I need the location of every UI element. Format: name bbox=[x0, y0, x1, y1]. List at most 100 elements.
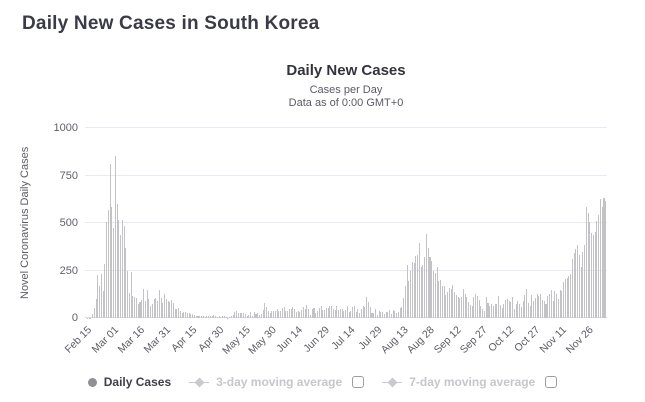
daily-cases-bar bbox=[304, 308, 306, 318]
daily-cases-bar bbox=[274, 310, 276, 318]
daily-cases-bar bbox=[515, 304, 517, 318]
x-tick-label: Nov 26 bbox=[563, 324, 596, 357]
daily-cases-bar bbox=[373, 312, 375, 318]
daily-cases-bar bbox=[369, 306, 371, 318]
daily-cases-bar bbox=[209, 316, 211, 318]
daily-cases-bar bbox=[505, 299, 507, 318]
x-tick-label: Jun 29 bbox=[300, 324, 332, 355]
daily-cases-bar bbox=[241, 312, 243, 318]
daily-cases-bar bbox=[424, 257, 426, 318]
gridline bbox=[85, 127, 607, 128]
legend-item-daily-cases[interactable]: Daily Cases bbox=[87, 375, 172, 389]
gridline bbox=[85, 269, 607, 271]
daily-cases-bar bbox=[338, 309, 340, 318]
daily-cases-bar bbox=[570, 274, 572, 318]
daily-cases-bar bbox=[178, 307, 180, 318]
daily-cases-bar bbox=[406, 265, 408, 318]
daily-cases-bar bbox=[399, 307, 401, 318]
daily-cases-bar bbox=[118, 219, 120, 318]
daily-cases-bar bbox=[269, 312, 271, 318]
daily-cases-bar bbox=[587, 212, 589, 318]
daily-cases-bar bbox=[387, 311, 389, 318]
legend-item-7day-ma[interactable]: 7-day moving average bbox=[382, 375, 558, 389]
daily-cases-bar bbox=[318, 308, 320, 318]
daily-cases-bar bbox=[204, 316, 206, 318]
daily-cases-bar bbox=[153, 299, 155, 318]
daily-cases-bar bbox=[244, 314, 246, 318]
x-tick-label: Mar 01 bbox=[89, 324, 121, 356]
daily-cases-bar bbox=[297, 310, 299, 318]
daily-cases-bar bbox=[273, 311, 275, 318]
daily-cases-bar bbox=[257, 313, 259, 318]
daily-cases-bar bbox=[295, 311, 297, 318]
daily-cases-bar bbox=[341, 309, 343, 318]
daily-cases-bar bbox=[281, 308, 283, 318]
x-tick-label: Sep 27 bbox=[457, 324, 490, 357]
daily-cases-bar bbox=[348, 311, 350, 318]
daily-cases-bar bbox=[246, 315, 248, 318]
daily-cases-bar bbox=[158, 290, 160, 318]
daily-cases-bar bbox=[538, 296, 540, 318]
daily-cases-bar bbox=[355, 311, 357, 318]
daily-cases-bar bbox=[417, 254, 419, 318]
x-tick-label: Aug 13 bbox=[378, 324, 411, 357]
daily-cases-bar bbox=[359, 313, 361, 318]
daily-cases-bar bbox=[262, 310, 264, 318]
daily-cases-bar bbox=[343, 311, 345, 318]
daily-cases-dot-icon bbox=[87, 377, 97, 387]
daily-cases-bar bbox=[508, 300, 510, 318]
daily-cases-bar bbox=[601, 207, 603, 318]
daily-cases-bar bbox=[385, 311, 387, 318]
checkbox-7day-ma[interactable] bbox=[545, 376, 558, 388]
daily-cases-bar bbox=[100, 274, 102, 318]
daily-cases-bar bbox=[434, 273, 436, 318]
daily-cases-bar bbox=[389, 309, 391, 318]
daily-cases-bar bbox=[382, 312, 384, 318]
daily-cases-bar bbox=[540, 293, 542, 318]
daily-cases-bar bbox=[554, 290, 556, 318]
daily-cases-bar bbox=[404, 286, 406, 318]
daily-cases-bar bbox=[494, 304, 496, 318]
daily-cases-bar bbox=[172, 302, 174, 318]
legend-item-3day-ma[interactable]: 3-day moving average bbox=[189, 375, 365, 389]
daily-cases-bar bbox=[266, 306, 268, 318]
daily-cases-bar bbox=[331, 306, 333, 318]
daily-cases-bar bbox=[234, 311, 236, 318]
daily-cases-bar bbox=[211, 316, 213, 318]
daily-cases-bar bbox=[324, 309, 326, 318]
daily-cases-bar bbox=[99, 285, 101, 318]
daily-cases-bar bbox=[422, 264, 424, 318]
daily-cases-bar bbox=[174, 309, 176, 318]
moving-average-line-icon bbox=[189, 377, 210, 387]
daily-cases-bar bbox=[380, 312, 382, 318]
checkbox-3day-ma[interactable] bbox=[352, 376, 365, 388]
daily-cases-bar bbox=[527, 303, 529, 318]
daily-cases-bar bbox=[127, 270, 129, 318]
daily-cases-bar bbox=[457, 297, 459, 318]
daily-cases-bar bbox=[510, 302, 512, 318]
x-tick-label: Jun 14 bbox=[274, 324, 306, 355]
legend-label-daily-cases: Daily Cases bbox=[103, 375, 172, 389]
daily-cases-bar bbox=[188, 312, 190, 318]
daily-cases-bar bbox=[568, 275, 570, 318]
daily-cases-bar bbox=[545, 303, 547, 318]
daily-cases-bar bbox=[192, 313, 194, 318]
daily-cases-bar bbox=[202, 316, 204, 318]
daily-cases-bar bbox=[215, 316, 217, 318]
daily-cases-bar bbox=[443, 286, 445, 318]
daily-cases-bar bbox=[464, 294, 466, 318]
gridline bbox=[85, 222, 607, 223]
daily-cases-bar bbox=[471, 306, 473, 318]
daily-cases-bar bbox=[580, 266, 582, 318]
daily-cases-bar bbox=[97, 274, 99, 318]
daily-cases-bar bbox=[123, 226, 125, 318]
daily-cases-bar bbox=[394, 311, 396, 318]
daily-cases-bar bbox=[469, 304, 471, 318]
daily-cases-bar bbox=[563, 281, 565, 318]
daily-cases-bar bbox=[206, 316, 208, 318]
daily-cases-bar bbox=[327, 307, 329, 318]
plot-area[interactable] bbox=[85, 127, 607, 318]
daily-cases-bar bbox=[598, 215, 600, 318]
daily-cases-bar bbox=[585, 207, 587, 318]
